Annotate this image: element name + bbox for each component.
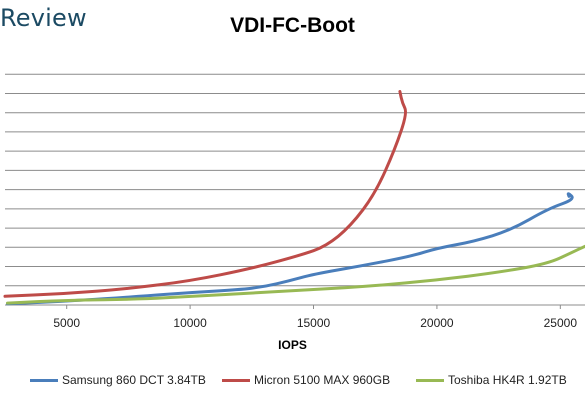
legend-item-series-1: Micron 5100 MAX 960GB: [222, 373, 390, 387]
chart-title: VDI-FC-Boot: [230, 14, 355, 37]
legend-swatch: [30, 378, 58, 382]
legend-label: Micron 5100 MAX 960GB: [254, 373, 391, 387]
legend-item-series-0: Samsung 860 DCT 3.84TB: [30, 373, 206, 387]
x-tick-label: 10000: [173, 316, 207, 330]
chart-legend: Samsung 860 DCT 3.84TB Micron 5100 MAX 9…: [0, 373, 585, 389]
brand-logo-text: Review: [0, 4, 87, 32]
legend-item-series-2: Toshiba HK4R 1.92TB: [416, 373, 567, 387]
axes: 5000 10000 15000 20000 25000: [5, 304, 585, 330]
x-tick-label: 25000: [544, 316, 578, 330]
gridlines: [5, 73, 585, 287]
series-line-0: [6, 192, 574, 306]
legend-swatch: [222, 378, 250, 382]
x-tick-label: 5000: [53, 316, 80, 330]
legend-label: Toshiba HK4R 1.92TB: [448, 373, 567, 387]
series-lines: [3, 90, 585, 306]
x-axis-label: IOPS: [278, 338, 307, 352]
legend-swatch: [416, 378, 444, 382]
series-line-2: [6, 244, 585, 305]
x-tick-label: 15000: [297, 316, 331, 330]
x-tick-label: 20000: [420, 316, 454, 330]
legend-label: Samsung 860 DCT 3.84TB: [62, 373, 206, 387]
series-line-1: [3, 90, 408, 298]
